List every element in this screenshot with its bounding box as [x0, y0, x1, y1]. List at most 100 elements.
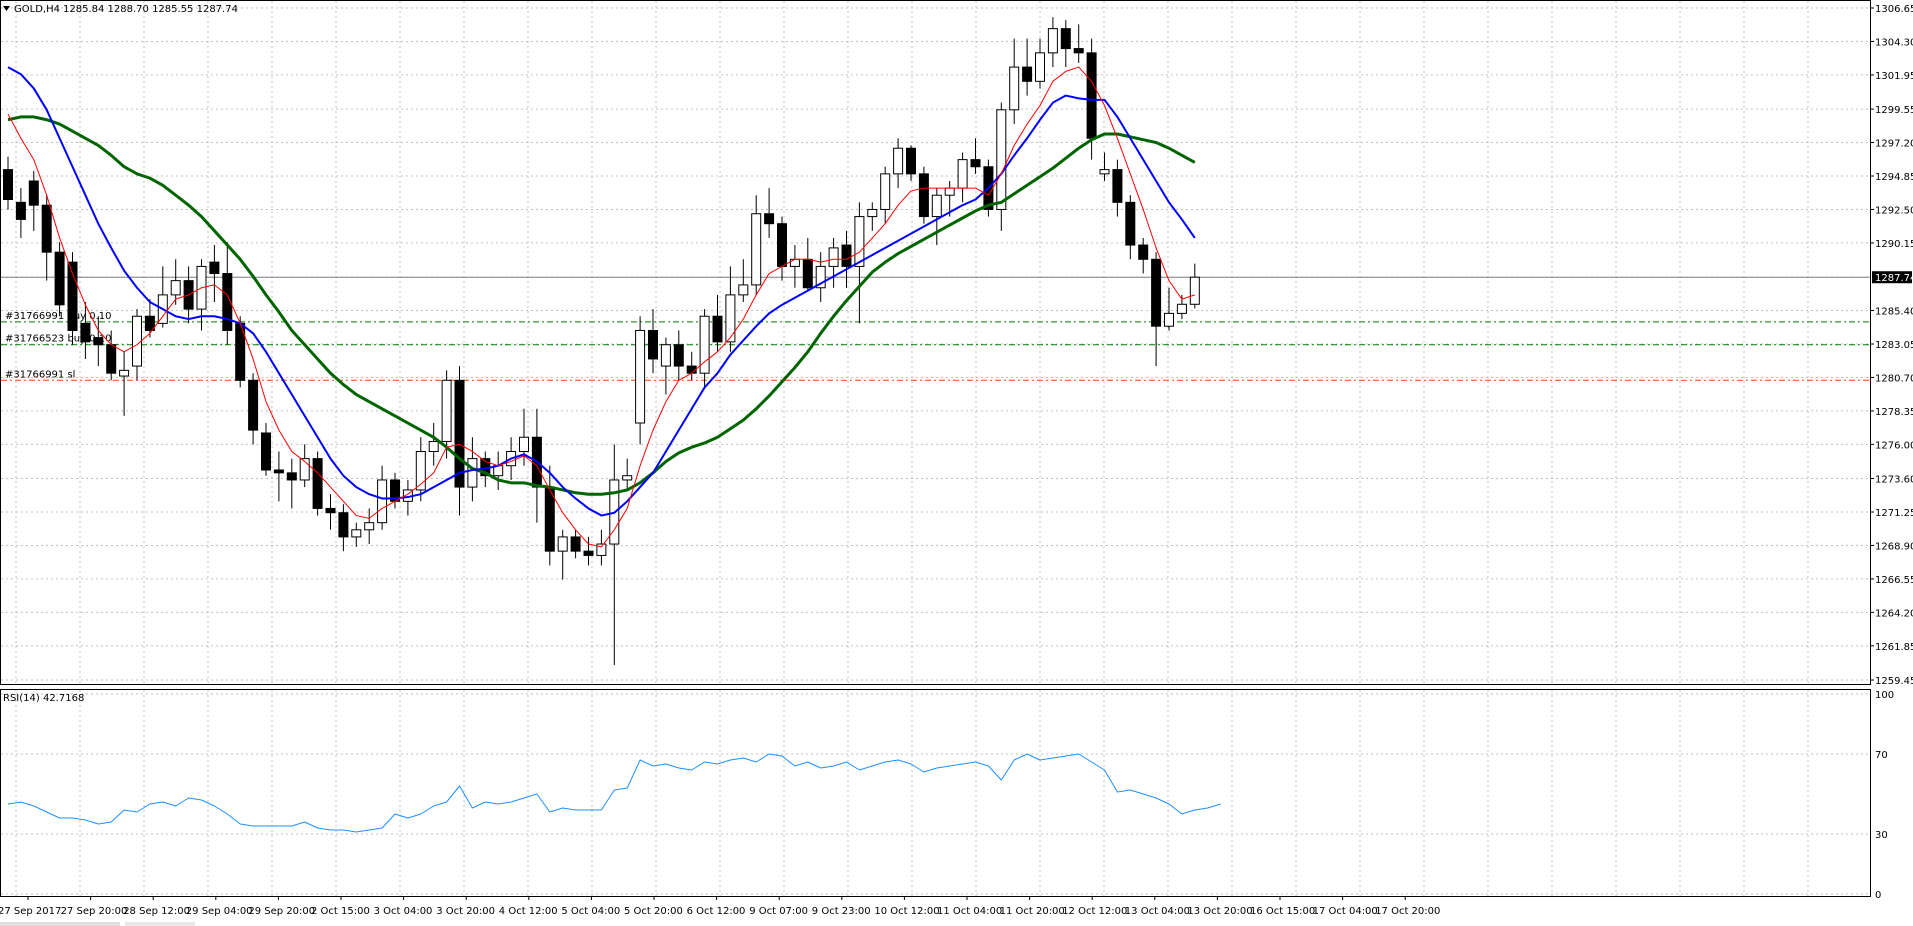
- candle-bull: [815, 265, 826, 289]
- candle-bull: [351, 529, 362, 538]
- candle-bull: [467, 458, 478, 488]
- candle-bear: [80, 322, 91, 343]
- candle-bear: [93, 337, 104, 346]
- rsi-tick-label: 0: [1875, 890, 1881, 901]
- candle-bull: [1009, 66, 1020, 111]
- candle-bull: [1164, 312, 1174, 327]
- candle-bear: [802, 258, 813, 289]
- rsi-tick-label: 30: [1875, 830, 1888, 841]
- price-tick-label: 1294.85: [1875, 172, 1913, 183]
- time-tick-label: 5 Oct 04:00: [561, 906, 620, 917]
- scroll-marker-2[interactable]: [125, 922, 195, 926]
- candle-bull: [1176, 303, 1187, 314]
- price-tick-label: 1268.90: [1875, 541, 1913, 552]
- candle-bull: [1035, 52, 1045, 82]
- time-tick-label: 11 Oct 20:00: [1000, 906, 1065, 917]
- price-tick-label: 1271.25: [1875, 508, 1913, 519]
- time-tick-label: 9 Oct 07:00: [749, 906, 808, 917]
- current-price-text: 1287.74: [1875, 273, 1913, 284]
- candle-bull: [725, 294, 736, 343]
- candle-bear: [54, 251, 65, 306]
- time-tick-label: 29 Sep 04:00: [186, 906, 253, 917]
- candle-bull: [751, 213, 762, 286]
- price-tick-label: 1266.55: [1875, 575, 1913, 586]
- ma-slow-line: [7, 115, 1196, 496]
- candle-bull: [441, 379, 452, 443]
- candle-bear: [570, 536, 581, 552]
- rsi-line: [7, 753, 1221, 833]
- candle-bull: [132, 315, 142, 367]
- candle-bear: [648, 329, 658, 360]
- time-tick-label: 11 Oct 04:00: [937, 906, 1002, 917]
- candle-bear: [712, 315, 723, 343]
- candle-bear: [15, 201, 26, 220]
- order-label: #31766991 sl: [5, 369, 75, 380]
- time-tick-label: 4 Oct 12:00: [499, 906, 558, 917]
- candle-bull: [738, 284, 749, 296]
- rsi-tick-label: 100: [1875, 690, 1894, 701]
- price-tick-label: 1259.45: [1875, 676, 1913, 687]
- price-tick-label: 1278.35: [1875, 407, 1913, 418]
- candle-bull: [635, 329, 646, 424]
- candle-bear: [325, 507, 336, 514]
- candle-bull: [415, 450, 426, 491]
- candle-bull: [854, 216, 865, 267]
- candle-bull: [1189, 276, 1200, 305]
- candle-bull: [789, 258, 800, 267]
- chart-symbol-label: GOLD,H4: [14, 4, 60, 15]
- candlestick-series: [3, 17, 1200, 666]
- candle-bull: [699, 315, 710, 374]
- candle-bull: [996, 109, 1007, 210]
- time-tick-label: 17 Oct 04:00: [1313, 906, 1378, 917]
- rsi-series: [7, 753, 1221, 833]
- time-tick-label: 5 Oct 20:00: [624, 906, 683, 917]
- candle-bear: [3, 169, 13, 200]
- candle-bull: [1047, 28, 1058, 54]
- time-tick-label: 13 Oct 20:00: [1187, 906, 1252, 917]
- rsi-grid: [1, 690, 1870, 896]
- candle-bull: [622, 475, 633, 481]
- rsi-axis: 100 70 30 0: [1875, 690, 1894, 901]
- price-tick-label: 1276.00: [1875, 440, 1913, 451]
- current-price-tag: [1872, 271, 1912, 284]
- candle-bear: [906, 147, 916, 175]
- price-tick-label: 1297.20: [1875, 139, 1913, 150]
- candle-bear: [544, 486, 555, 552]
- candle-bear: [28, 180, 39, 206]
- candle-bear: [144, 315, 155, 331]
- candle-bear: [312, 458, 323, 509]
- price-tick-label: 1290.15: [1875, 239, 1913, 250]
- candle-bull: [377, 479, 388, 524]
- candle-bear: [918, 173, 929, 218]
- candle-bear: [286, 472, 297, 481]
- price-grid: [1, 1, 1870, 684]
- candle-bear: [273, 469, 284, 474]
- time-tick-label: 29 Sep 20:00: [248, 906, 315, 917]
- candle-bull: [880, 173, 891, 210]
- scroll-marker[interactable]: [0, 922, 120, 926]
- time-tick-label: 3 Oct 20:00: [436, 906, 495, 917]
- candle-bear: [970, 159, 981, 168]
- candle-bear: [686, 365, 697, 374]
- price-tick-label: 1283.05: [1875, 340, 1913, 351]
- price-tick-label: 1280.70: [1875, 373, 1913, 384]
- price-tick-label: 1285.40: [1875, 307, 1913, 318]
- candle-bear: [583, 550, 594, 556]
- time-tick-label: 3 Oct 04:00: [374, 906, 433, 917]
- candle-bull: [660, 344, 671, 367]
- time-tick-label: 27 Sep 2017: [0, 906, 61, 917]
- triangle-down-icon[interactable]: [3, 6, 10, 11]
- candle-bear: [261, 432, 271, 471]
- time-tick-label: 28 Sep 12:00: [123, 906, 190, 917]
- price-tick-label: 1301.95: [1875, 71, 1913, 82]
- chart-quote: 1285.84 1288.70 1285.55 1287.74: [63, 4, 238, 15]
- price-panel: [0, 0, 1871, 685]
- candle-bull: [428, 441, 439, 452]
- candle-bear: [1073, 48, 1084, 54]
- candle-bear: [338, 512, 349, 538]
- candle-bull: [828, 247, 839, 267]
- price-tick-label: 1304.30: [1875, 37, 1913, 48]
- candle-bear: [248, 379, 259, 431]
